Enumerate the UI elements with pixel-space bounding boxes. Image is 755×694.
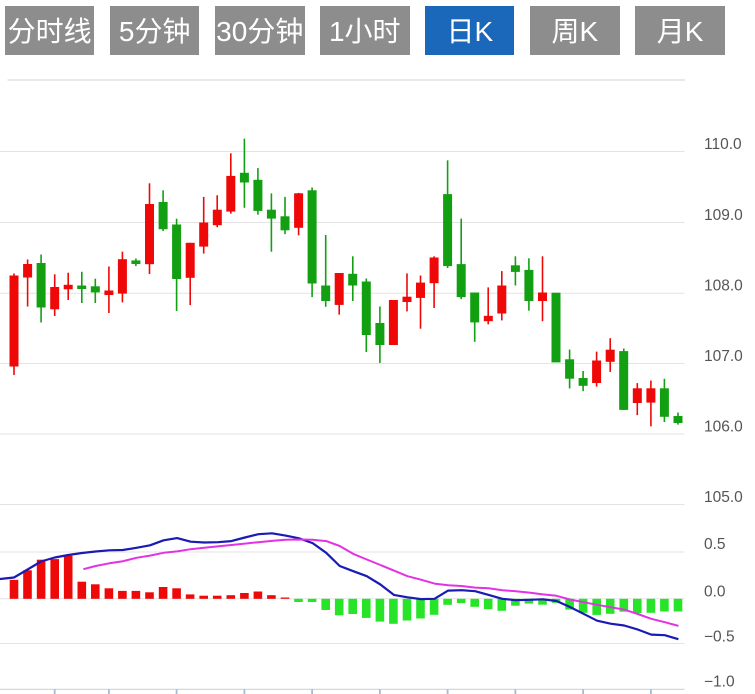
svg-text:106.0: 106.0 [704, 418, 743, 435]
svg-text:108.0: 108.0 [704, 278, 743, 295]
svg-text:−0.5: −0.5 [704, 629, 735, 646]
svg-text:0.5: 0.5 [704, 536, 726, 553]
svg-text:0.0: 0.0 [704, 583, 726, 600]
svg-text:107.0: 107.0 [704, 348, 743, 365]
svg-text:110.0: 110.0 [704, 136, 742, 153]
svg-text:−1.0: −1.0 [704, 674, 735, 691]
svg-text:105.0: 105.0 [704, 489, 743, 506]
svg-text:109.0: 109.0 [704, 207, 743, 224]
